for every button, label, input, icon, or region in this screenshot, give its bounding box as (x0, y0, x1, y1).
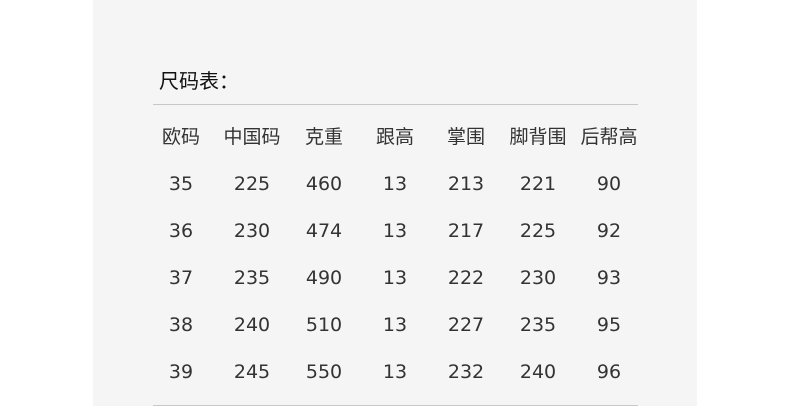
column-header: 后帮高 (580, 126, 638, 148)
table-cell: 490 (305, 267, 343, 289)
table-cell: 36 (168, 220, 194, 242)
table-cell: 245 (233, 361, 271, 383)
table-cell: 225 (233, 173, 271, 195)
table-cell: 13 (382, 267, 408, 289)
table-cell: 550 (305, 361, 343, 383)
table-cell: 96 (596, 361, 622, 383)
table-cell: 230 (519, 267, 557, 289)
size-chart-panel (93, 0, 697, 406)
table-cell: 37 (168, 267, 194, 289)
table-cell: 460 (305, 173, 343, 195)
column-header: 跟高 (375, 126, 414, 148)
table-cell: 13 (382, 361, 408, 383)
table-cell: 92 (596, 220, 622, 242)
table-cell: 225 (519, 220, 557, 242)
column-header: 克重 (304, 126, 343, 148)
table-cell: 474 (305, 220, 343, 242)
table-cell: 38 (168, 314, 194, 336)
column-header: 中国码 (223, 126, 281, 148)
top-divider (153, 104, 638, 105)
table-cell: 93 (596, 267, 622, 289)
table-cell: 235 (233, 267, 271, 289)
table-cell: 95 (596, 314, 622, 336)
size-chart-title: 尺码表： (159, 69, 239, 93)
table-cell: 222 (447, 267, 485, 289)
table-cell: 230 (233, 220, 271, 242)
table-cell: 35 (168, 173, 194, 195)
table-cell: 240 (519, 361, 557, 383)
table-cell: 39 (168, 361, 194, 383)
table-cell: 13 (382, 173, 408, 195)
column-header: 欧码 (161, 126, 200, 148)
table-cell: 13 (382, 220, 408, 242)
table-cell: 235 (519, 314, 557, 336)
table-cell: 13 (382, 314, 408, 336)
table-cell: 227 (447, 314, 485, 336)
column-header: 掌围 (446, 126, 485, 148)
column-header: 脚背围 (509, 126, 567, 148)
table-cell: 213 (447, 173, 485, 195)
table-cell: 232 (447, 361, 485, 383)
table-cell: 510 (305, 314, 343, 336)
table-cell: 90 (596, 173, 622, 195)
table-cell: 221 (519, 173, 557, 195)
table-cell: 240 (233, 314, 271, 336)
table-cell: 217 (447, 220, 485, 242)
